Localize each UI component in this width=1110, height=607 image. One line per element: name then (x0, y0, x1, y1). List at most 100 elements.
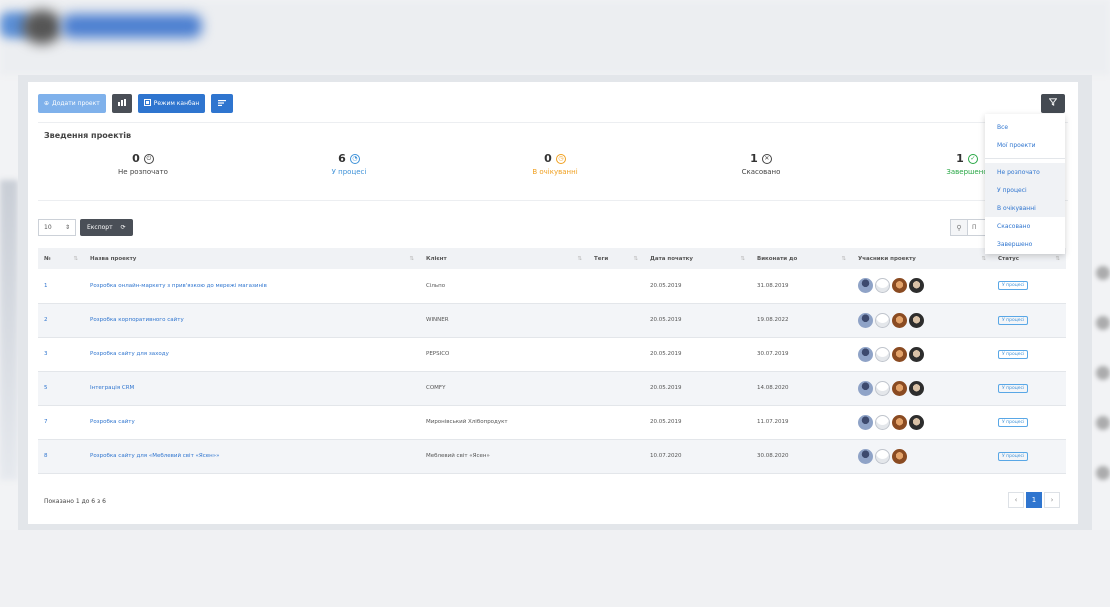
status-badge: У процесі (998, 281, 1029, 291)
member-avatar-2[interactable] (875, 448, 890, 464)
member-avatar-3[interactable] (892, 414, 907, 430)
table-row[interactable]: 3 Розробка сайту для заходу PEPSICO 20.05.2… (38, 337, 1066, 371)
member-avatar-3[interactable] (892, 278, 907, 294)
stat-count-row: 0 ⏻ (43, 152, 243, 165)
stat-count: 0 (132, 152, 140, 165)
filter-option-in-progress[interactable]: У процесі (985, 181, 1065, 199)
project-name-link[interactable]: Розробка сайту для заходу (90, 351, 169, 357)
menu-divider (985, 158, 1065, 159)
bar-chart-icon (117, 99, 126, 108)
cell-num: 7 (44, 419, 48, 425)
stat-count-row: 1 ✕ (661, 152, 861, 165)
col-due-date[interactable]: Виконати до ⇅ (757, 255, 846, 262)
table-row[interactable]: 1 Розробка онлайн-маркету з прив'язкою до… (38, 269, 1066, 303)
col-client[interactable]: Клієнт ⇅ (426, 255, 582, 262)
member-avatar-4[interactable] (909, 346, 924, 362)
search-input[interactable] (968, 219, 988, 236)
cell-start-date: 20.05.2019 (650, 282, 682, 289)
member-avatar-3[interactable] (892, 380, 907, 396)
col-start-date[interactable]: Дата початку ⇅ (650, 255, 745, 262)
avatar-group (858, 380, 986, 396)
project-name-link[interactable]: Розробка сайту (90, 419, 135, 425)
project-name-link[interactable]: Розробка корпоративного сайту (90, 317, 184, 323)
member-avatar-4[interactable] (909, 414, 924, 430)
member-avatar-1[interactable] (858, 380, 873, 396)
col-tags[interactable]: Теги ⇅ (594, 255, 638, 262)
filter-option-not-started[interactable]: Не розпочато (985, 163, 1065, 181)
list-view-button[interactable] (211, 94, 234, 113)
member-avatar-1[interactable] (858, 414, 873, 430)
cell-status: У процесі (992, 439, 1066, 473)
member-avatar-1[interactable] (858, 346, 873, 362)
member-avatar-1[interactable] (858, 278, 873, 294)
stat-count: 1 (956, 152, 964, 165)
stat-label: Не розпочато (118, 168, 168, 176)
kanban-icon (143, 99, 151, 108)
member-avatar-2[interactable] (875, 380, 890, 396)
stat-in-progress: 6 ◔ У процесі (249, 152, 449, 176)
cell-members (852, 269, 992, 303)
cell-client: COMFY (426, 385, 446, 391)
col-status[interactable]: Статус ⇅ (998, 255, 1060, 262)
table-row[interactable]: 7 Розробка сайту Миронівський Хлібопродукт… (38, 405, 1066, 439)
col-num[interactable]: № ⇅ (44, 255, 78, 262)
cell-status: У процесі (992, 269, 1066, 303)
member-avatar-2[interactable] (875, 278, 890, 294)
filter-option-cancelled[interactable]: Скасовано (997, 222, 1031, 230)
filter-option-completed[interactable]: Завершено (997, 240, 1033, 248)
sort-icon: ⇅ (1055, 255, 1060, 262)
member-avatar-4[interactable] (909, 380, 924, 396)
cell-tags (588, 269, 644, 303)
sort-icon: ⇅ (981, 255, 986, 262)
clock-icon: ◷ (555, 153, 566, 164)
cell-client: Миронівський Хлібопродукт (426, 419, 508, 425)
toolbar: ⊕ Додати проект Режим канбан (38, 94, 234, 113)
power-icon: ⏻ (143, 153, 154, 164)
member-avatar-3[interactable] (892, 448, 907, 464)
filter-option-my-projects[interactable]: Мої проекти (997, 141, 1036, 149)
member-avatar-4[interactable] (909, 312, 924, 328)
filter-option-all[interactable]: Все (997, 123, 1009, 131)
page-button[interactable]: 1 (1026, 492, 1042, 508)
member-avatar-3[interactable] (892, 346, 907, 362)
project-name-link[interactable]: Інтеграція CRM (90, 385, 135, 391)
export-button[interactable]: Експорт ⟳ (80, 219, 133, 236)
filter-button[interactable] (1041, 94, 1065, 113)
member-avatar-4[interactable] (909, 278, 924, 294)
member-avatar-3[interactable] (892, 312, 907, 328)
member-avatar-2[interactable] (875, 414, 890, 430)
table-body: 1 Розробка онлайн-маркету з прив'язкою до… (38, 269, 1066, 473)
member-avatar-2[interactable] (875, 312, 890, 328)
stat-count: 6 (338, 152, 346, 165)
projects-table: № ⇅ Назва проекту ⇅ Клієнт ⇅ Теги ⇅ Дата поч… (38, 248, 1066, 474)
kanban-mode-button[interactable]: Режим канбан (137, 94, 206, 113)
page-length-select[interactable]: 10 ⇕ (38, 219, 76, 236)
table-row[interactable]: 5 Інтеграція CRM COMFY 20.05.2019 14.08.2020… (38, 371, 1066, 405)
table-row[interactable]: 2 Розробка корпоративного сайту WINNER 20.0… (38, 303, 1066, 337)
cell-tags (588, 303, 644, 337)
next-page-button[interactable]: › (1044, 492, 1060, 508)
sort-icon: ⇅ (633, 255, 638, 262)
project-name-link[interactable]: Розробка сайту для «Меблевий світ «Ясен»… (90, 453, 220, 459)
col-project-name[interactable]: Назва проекту ⇅ (90, 255, 414, 262)
col-members[interactable]: Учасники проекту ⇅ (858, 255, 986, 262)
background-left-rail (0, 180, 18, 480)
cell-start-date: 10.07.2020 (650, 453, 682, 459)
cell-status: У процесі (992, 303, 1066, 337)
background-right-rail (1092, 230, 1110, 530)
member-avatar-1[interactable] (858, 448, 873, 464)
table-row[interactable]: 8 Розробка сайту для «Меблевий світ «Ясен… (38, 439, 1066, 473)
member-avatar-1[interactable] (858, 312, 873, 328)
cell-due-date: 30.07.2019 (757, 351, 789, 357)
member-avatar-2[interactable] (875, 346, 890, 362)
cell-status: У процесі (992, 405, 1066, 439)
add-project-button[interactable]: ⊕ Додати проект (38, 94, 106, 113)
gauge-icon: ◔ (349, 153, 360, 164)
project-name-link[interactable]: Розробка онлайн-маркету з прив'язкою до … (90, 282, 267, 289)
filter-option-pending[interactable]: В очікуванні (985, 199, 1065, 217)
prev-page-button[interactable]: ‹ (1008, 492, 1024, 508)
cell-tags (588, 439, 644, 473)
cell-num: 8 (44, 453, 48, 459)
stats-button[interactable] (111, 94, 132, 113)
cell-client: PEPSICO (426, 351, 450, 357)
